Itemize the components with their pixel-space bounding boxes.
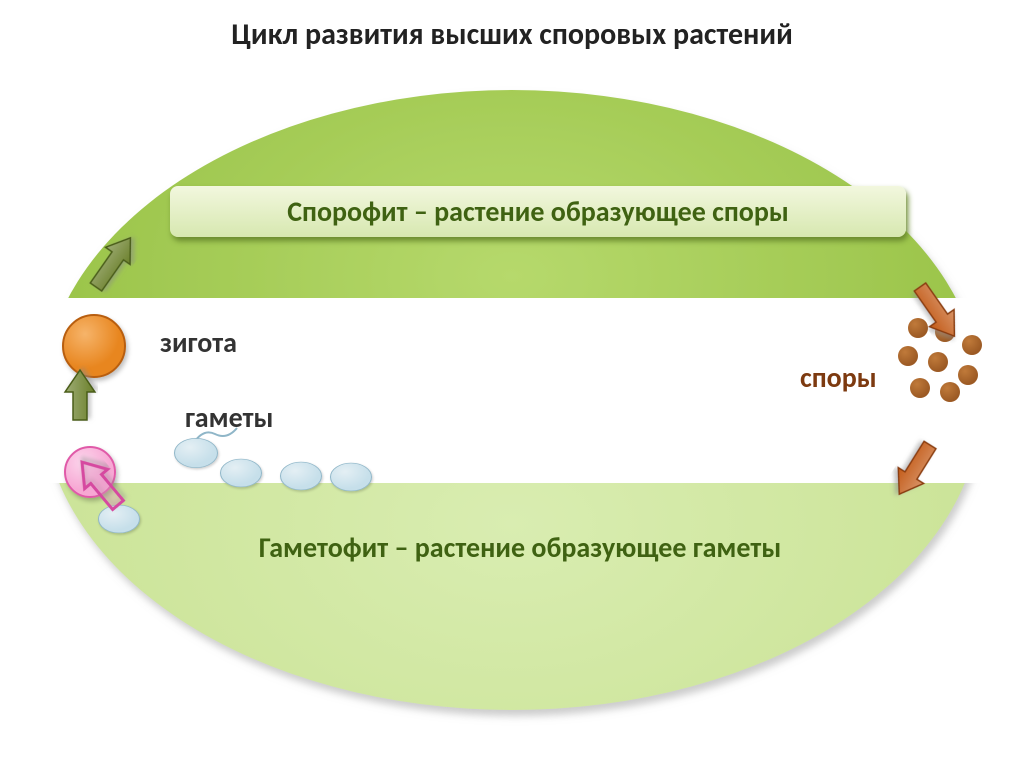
gamete-cell-icon bbox=[330, 463, 372, 492]
diagram-stage: Цикл развития высших споровых растений С… bbox=[0, 0, 1024, 767]
spore-dot-icon bbox=[940, 382, 960, 402]
arrow-gamete-to-zygote bbox=[55, 350, 105, 420]
spore-dot-icon bbox=[958, 365, 978, 385]
diagram-title: Цикл развития высших споровых растений bbox=[0, 16, 1024, 53]
spore-dot-icon bbox=[898, 346, 918, 366]
gamete-cell-icon bbox=[174, 438, 218, 468]
gamete-cell-icon bbox=[220, 459, 262, 488]
zygote-label: зигота bbox=[160, 325, 237, 360]
sporophyte-definition-box: Спорофит – растение образующее споры bbox=[170, 186, 906, 237]
spore-dot-icon bbox=[910, 378, 930, 398]
gamete-cell-icon bbox=[280, 462, 322, 491]
gametophyte-definition-text: Гаметофит – растение образующее гаметы bbox=[150, 530, 890, 565]
spores-label: споры bbox=[800, 360, 877, 395]
